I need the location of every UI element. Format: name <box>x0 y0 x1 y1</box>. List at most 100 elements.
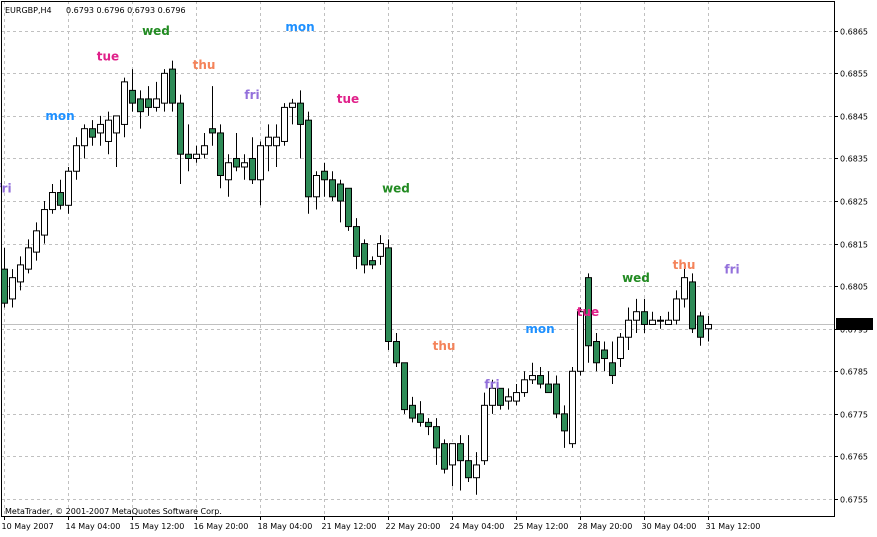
current-price-label: 0.6796 <box>840 321 868 330</box>
bear-candle-body <box>697 315 704 338</box>
price-tick-label: 0.6865 <box>840 28 868 37</box>
price-tick-label: 0.6845 <box>840 113 868 122</box>
candle <box>609 341 616 385</box>
bear-candle-body <box>545 383 552 394</box>
bull-candle-body <box>633 311 640 321</box>
candle <box>73 137 80 180</box>
bull-candle-body <box>65 170 72 206</box>
candle <box>505 388 512 410</box>
candle <box>473 452 480 495</box>
price-tick-label: 0.6835 <box>840 155 868 164</box>
candle <box>481 392 488 465</box>
candle <box>185 124 192 172</box>
day-label-fri: fri <box>244 88 259 102</box>
candle <box>273 124 280 167</box>
day-label-wed: wed <box>142 24 170 38</box>
bear-candle-body <box>433 426 440 449</box>
candle <box>89 120 96 146</box>
candles <box>1 60 712 495</box>
bull-candle-body <box>505 396 512 402</box>
candle <box>369 256 376 270</box>
candle <box>257 141 264 206</box>
bear-candle-body <box>553 383 560 415</box>
bear-candle-body <box>585 277 592 347</box>
bull-candle-body <box>25 247 32 270</box>
candle <box>265 124 272 172</box>
candle <box>409 396 416 423</box>
candle <box>561 405 568 448</box>
price-tick-label: 0.6825 <box>840 198 868 207</box>
bull-candle-body <box>649 319 656 325</box>
candle <box>649 311 656 325</box>
candle <box>41 201 48 244</box>
time-tick-label: 24 May 04:00 <box>450 522 505 531</box>
day-label-mon: mon <box>45 109 74 123</box>
candle <box>121 77 128 138</box>
time-tick-label: 30 May 04:00 <box>642 522 697 531</box>
candle <box>601 341 608 372</box>
bear-candle-body <box>417 413 424 423</box>
candle <box>593 332 600 372</box>
bull-candle-body <box>289 102 296 108</box>
bull-candle-body <box>273 136 280 147</box>
bear-candle-body <box>465 460 472 479</box>
price-tick-label: 0.6755 <box>840 496 868 505</box>
candle <box>689 273 696 333</box>
bear-candle-body <box>337 183 344 202</box>
bull-candle-body <box>489 387 496 406</box>
bear-candle-body <box>425 421 432 428</box>
bull-candle-body <box>105 119 112 142</box>
candle <box>433 418 440 465</box>
candle <box>217 124 224 189</box>
price-tick-label: 0.6765 <box>840 453 868 462</box>
candle <box>625 307 632 351</box>
candle <box>489 379 496 414</box>
bull-candle-body <box>161 72 168 104</box>
candle <box>681 264 688 308</box>
price-tick-label: 0.6805 <box>840 283 868 292</box>
bull-candle-body <box>617 336 624 360</box>
bull-candle-body <box>449 443 456 466</box>
day-label-mon: mon <box>285 20 314 34</box>
time-tick-label: 28 May 20:00 <box>578 522 633 531</box>
bull-candle-body <box>73 145 80 172</box>
bear-candle-body <box>89 128 96 138</box>
candle <box>145 86 152 116</box>
bull-candle-body <box>625 319 632 338</box>
bull-candle-body <box>225 162 232 181</box>
candle <box>241 154 248 180</box>
bull-candle-body <box>705 323 712 330</box>
candle <box>529 362 536 385</box>
candle <box>513 384 520 406</box>
candle <box>377 235 384 265</box>
bull-candle-body <box>529 375 536 381</box>
candle <box>401 362 408 414</box>
candle <box>337 179 344 223</box>
bear-candle-body <box>409 404 416 419</box>
bear-candle-body <box>593 340 600 364</box>
candle <box>249 137 256 185</box>
candle <box>297 90 304 159</box>
candle <box>281 103 288 146</box>
bull-candle-body <box>521 379 528 394</box>
candle <box>233 132 240 172</box>
time-tick-label: 14 May 04:00 <box>66 522 121 531</box>
bear-candle-body <box>561 413 568 432</box>
candle <box>161 69 168 112</box>
bear-candle-body <box>249 157 256 181</box>
time-axis[interactable]: 10 May 2007 14 May 04:00 15 May 12:00 16 Ma… <box>2 516 761 531</box>
bear-candle-body <box>233 157 240 168</box>
candle <box>553 375 560 419</box>
bull-candle-body <box>577 311 584 372</box>
candle <box>577 307 584 376</box>
candle <box>657 315 664 329</box>
candle <box>113 115 120 167</box>
bull-candle-body <box>569 370 576 445</box>
candle <box>521 371 528 397</box>
time-tick-label: 15 May 12:00 <box>130 522 185 531</box>
day-label-thu: thu <box>193 58 216 72</box>
grid <box>1 1 834 516</box>
bear-candle-body <box>641 311 648 325</box>
